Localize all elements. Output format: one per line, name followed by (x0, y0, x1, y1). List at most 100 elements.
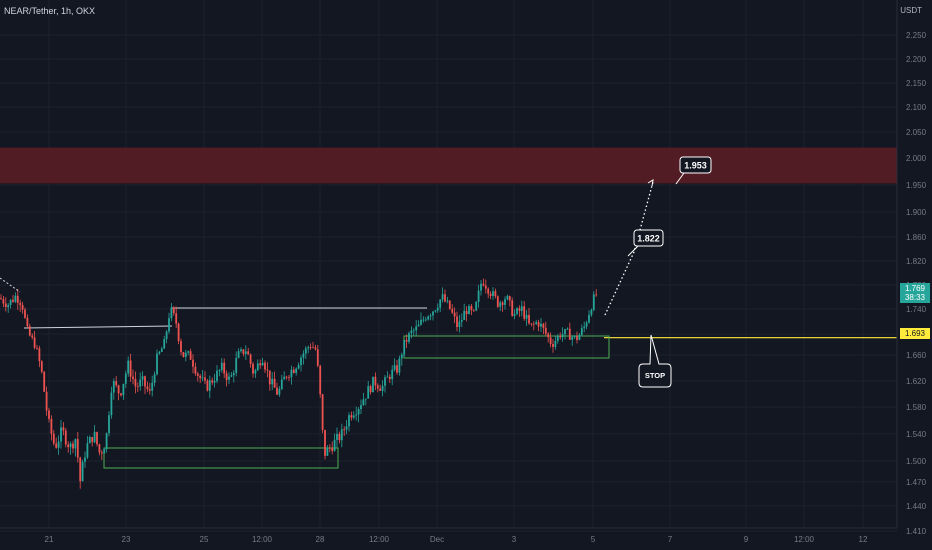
candle-down (177, 323, 180, 342)
candle-down (252, 363, 254, 374)
candle-up (244, 351, 247, 354)
candle-up (103, 449, 106, 454)
candle-up (127, 360, 130, 374)
candle-down (576, 335, 578, 340)
candle-down (242, 349, 245, 354)
candle-up (235, 357, 238, 373)
candle-up (187, 351, 190, 353)
candle-up (556, 335, 559, 341)
candle-down (547, 333, 550, 338)
candle-down (2, 299, 5, 304)
candle-up (14, 295, 17, 302)
candle-down (343, 429, 346, 431)
y-tick-label: 1.740 (906, 305, 927, 314)
candle-up (326, 447, 329, 456)
candle-down (544, 327, 547, 334)
candle-down (48, 410, 50, 419)
target-callout-lower-pointer (627, 245, 639, 257)
candle-up (84, 457, 86, 462)
candle-up (561, 334, 564, 338)
candle-down (259, 363, 262, 366)
x-tick-label: 9 (744, 535, 749, 544)
candle-down (549, 337, 552, 345)
candle-up (57, 441, 60, 448)
candle-up (290, 369, 293, 378)
projection-arrowhead (647, 179, 654, 187)
y-tick-label: 1.440 (906, 502, 927, 511)
candle-down (21, 304, 24, 310)
candle-up (429, 315, 432, 317)
candle-down (12, 299, 14, 302)
candle-down (96, 432, 98, 445)
candle-up (348, 415, 350, 427)
candle-up (463, 310, 466, 321)
candle-down (374, 376, 377, 386)
candle-up (163, 339, 166, 349)
y-tick-label: 1.470 (906, 478, 927, 487)
candle-up (280, 379, 283, 390)
candle-up (492, 291, 494, 297)
candle-down (247, 351, 250, 355)
candle-up (352, 415, 355, 418)
prior-trend-dashes (0, 277, 21, 293)
candle-down (225, 373, 228, 380)
candle-up (105, 433, 108, 450)
candle-down (180, 341, 182, 353)
candle-up (592, 294, 595, 310)
candle-down (0, 298, 2, 300)
candle-down (511, 300, 514, 316)
candle-up (417, 324, 420, 327)
candle-down (528, 314, 530, 324)
candle-down (489, 293, 492, 297)
candle-up (480, 283, 482, 291)
candle-up (367, 386, 370, 399)
candle-down (55, 443, 58, 448)
candle-up (60, 427, 62, 442)
candle-down (542, 323, 545, 328)
candle-up (583, 326, 586, 329)
candle-down (115, 381, 118, 386)
candle-down (79, 457, 82, 482)
candle-up (540, 323, 542, 327)
candle-up (580, 328, 583, 335)
candle-down (144, 376, 146, 387)
candle-down (376, 385, 379, 389)
y-tick-label: 2.050 (906, 128, 927, 137)
candle-up (384, 377, 386, 386)
candle-down (52, 433, 55, 444)
candle-up (333, 439, 336, 451)
x-tick-label: 7 (668, 535, 673, 544)
drawing-overlays: 1.953 1.822 STOP (0, 156, 712, 388)
candle-down (132, 376, 134, 379)
candle-down (379, 388, 382, 391)
candle-up (499, 302, 502, 307)
y-tick-label: 1.540 (906, 430, 927, 439)
candle-down (451, 308, 454, 313)
candle-up (156, 353, 158, 375)
candle-down (38, 348, 41, 362)
y-tick-label: 2.150 (906, 79, 927, 88)
candle-up (585, 322, 588, 327)
candle-down (319, 365, 322, 395)
candle-up (458, 321, 461, 328)
candle-up (261, 362, 264, 366)
candle-up (477, 290, 480, 302)
candle-down (28, 326, 31, 336)
candle-up (398, 358, 401, 373)
x-tick-label: 21 (45, 535, 54, 544)
candle-up (357, 409, 360, 415)
candle-down (182, 352, 185, 357)
candle-down (192, 359, 194, 367)
target-callout-lower-label: 1.822 (637, 234, 660, 244)
candle-down (470, 306, 473, 311)
candle-up (112, 381, 115, 393)
candle-up (590, 309, 593, 315)
time-axis: 21 23 25 12:00 28 12:00 Dec 3 5 7 9 12:00 12 (0, 527, 897, 544)
countdown-label: 38:33 (904, 293, 926, 302)
candle-up (122, 383, 125, 396)
candle-up (424, 319, 427, 321)
candle-up (391, 369, 394, 380)
candle-down (33, 337, 36, 348)
